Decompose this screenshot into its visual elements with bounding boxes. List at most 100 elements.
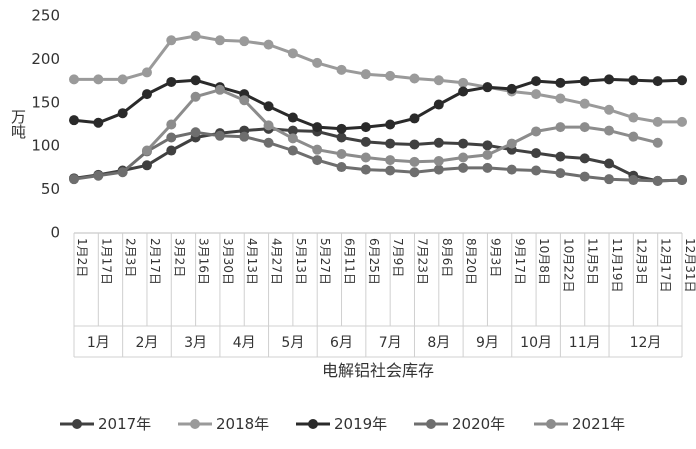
data-point [482,82,493,93]
x-tick-label: 12月17日 [659,238,673,293]
month-label: 12月 [630,335,662,351]
data-point [263,137,274,148]
data-point [677,116,687,127]
data-point [166,145,177,156]
legend-label: 2021年 [572,415,625,433]
data-point [141,145,152,156]
month-label: 2月 [135,335,158,351]
data-point [628,175,639,186]
data-point [482,149,493,160]
data-point [652,76,663,87]
data-point [628,112,639,123]
data-point [287,145,298,156]
legend-swatch-marker [308,419,318,429]
month-label: 10月 [520,335,552,351]
x-tick-label: 9月3日 [488,238,502,277]
data-point [409,156,420,167]
x-tick-label: 3月2日 [172,238,186,277]
y-tick-label: 100 [31,137,60,155]
legend-swatch-marker [426,419,436,429]
data-point [531,126,542,137]
data-point [239,36,250,47]
x-tick-label: 11月19日 [610,238,624,293]
data-point [604,104,615,115]
x-tick-label: 10月22日 [561,238,575,293]
month-label: 9月 [476,335,499,351]
data-point [141,160,152,171]
series-line [73,130,683,183]
x-tick-label: 4月13日 [245,238,259,285]
data-point [190,30,201,41]
data-point [385,119,396,130]
data-point [360,152,371,163]
x-tick-label: 8月20日 [464,238,478,285]
data-point [190,127,201,138]
data-point [604,158,615,169]
data-point [166,119,177,130]
y-tick-label: 0 [50,224,60,242]
month-label: 8月 [427,335,450,351]
data-point [336,149,347,160]
x-tick-label: 8月6日 [440,238,454,277]
data-point [336,132,347,143]
data-point [360,122,371,133]
legend: 2017年 2018年 2019年 2020年 2021年 [60,415,625,433]
legend-swatch-marker [72,419,82,429]
data-point [263,101,274,112]
data-point [385,138,396,149]
data-point [312,144,323,155]
x-tick-label: 12月31日 [683,238,696,293]
data-point [287,112,298,123]
x-tick-label: 7月23日 [415,238,429,285]
data-point [214,130,225,141]
x-axis-title: 电解铝社会库存 [322,361,434,380]
data-point [287,48,298,59]
data-point [579,171,590,182]
data-point [190,91,201,102]
x-tick-label: 5月27日 [318,238,332,285]
data-point [579,153,590,164]
data-point [579,98,590,109]
x-tick-label: 1月2日 [75,238,89,277]
data-point [117,108,128,119]
data-point [555,77,566,88]
x-tick-label: 9月17日 [513,238,527,285]
data-point [506,138,517,149]
x-tick-label: 2月3日 [124,238,138,277]
data-point [166,76,177,87]
x-tick-label: 7月9日 [391,238,405,277]
data-point [677,175,687,186]
data-point [482,162,493,173]
month-label: 1月 [87,335,110,351]
data-point [69,74,79,85]
data-point [117,167,128,178]
data-point [458,77,469,88]
data-point [69,115,79,126]
x-tick-label: 2月17日 [148,238,162,285]
data-point [166,132,177,143]
legend-swatch-marker [190,419,200,429]
x-tick-label: 12月3日 [634,238,648,285]
data-point [263,120,274,131]
data-point [312,122,323,133]
series-layer [69,30,687,186]
data-point [555,93,566,104]
legend-label: 2017年 [98,415,151,433]
data-point [555,122,566,133]
x-tick-label: 10月8日 [537,238,551,285]
data-point [69,174,79,185]
legend-swatch-marker [546,419,556,429]
x-tick-label: 3月16日 [197,238,211,285]
legend-label: 2018年 [216,415,269,433]
x-tick-label: 6月25日 [367,238,381,285]
y-tick-label: 250 [31,7,60,25]
series-line [73,127,683,183]
x-tick-label: 11月5日 [586,238,600,285]
data-point [166,35,177,46]
month-label: 7月 [379,335,402,351]
data-point [385,165,396,176]
data-point [93,117,104,128]
data-point [360,164,371,175]
data-point [579,76,590,87]
